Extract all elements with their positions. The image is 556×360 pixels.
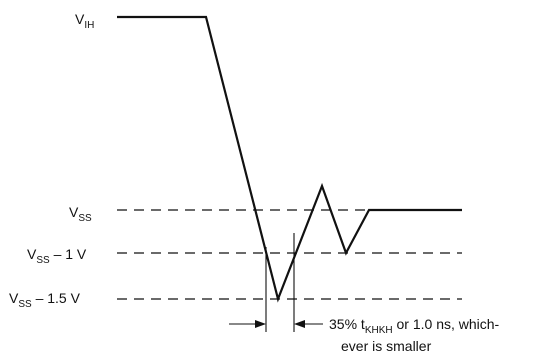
annotation-line-1: 35% tKHKH or 1.0 ns, which-: [329, 316, 500, 336]
signal-waveform: [117, 15, 462, 303]
label-vss-minus-1v: VSS – 1 V: [27, 246, 87, 266]
label-vss: VSS: [69, 204, 92, 224]
width-arrow-left-head: [255, 320, 266, 328]
width-arrow-right-head: [294, 320, 305, 328]
annotation-line-2: ever is smaller: [341, 338, 432, 354]
label-vss-minus-1-5v: VSS – 1.5 V: [9, 290, 81, 310]
label-vih: VIH: [75, 11, 94, 31]
